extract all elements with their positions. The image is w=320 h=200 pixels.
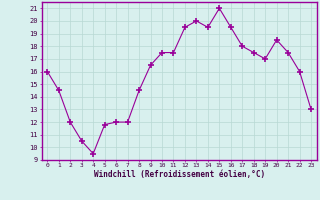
X-axis label: Windchill (Refroidissement éolien,°C): Windchill (Refroidissement éolien,°C): [94, 170, 265, 179]
